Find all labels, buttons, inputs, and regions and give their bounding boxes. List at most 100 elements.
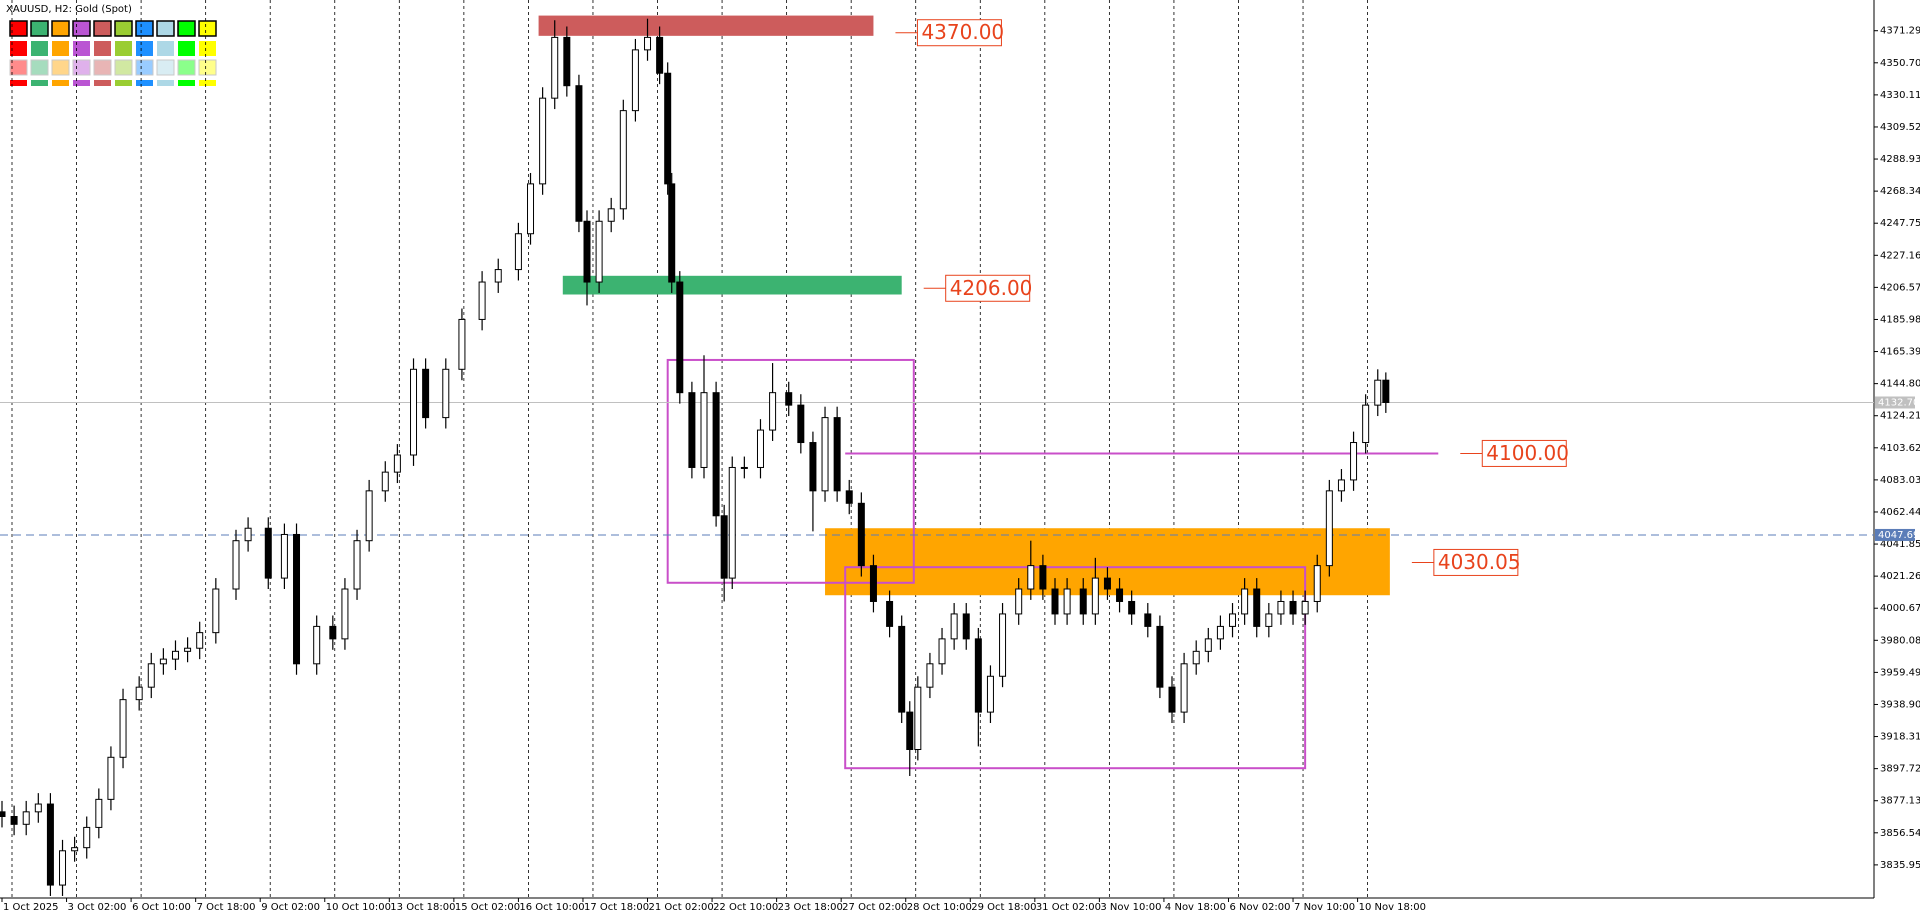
palette-button[interactable] — [93, 20, 112, 37]
palette-button[interactable] — [115, 80, 132, 86]
palette-button[interactable] — [178, 41, 195, 56]
candle-body — [422, 368, 430, 419]
x-tick-label: 7 Oct 18:00 — [197, 902, 256, 913]
palette-button[interactable] — [177, 59, 196, 76]
candle-body — [71, 847, 79, 852]
candle-body — [1229, 613, 1237, 627]
y-tick-label: 4041.85 — [1880, 539, 1920, 550]
candle-body — [1337, 479, 1345, 492]
candle-body — [196, 632, 204, 649]
candle-body — [1027, 565, 1035, 590]
candle-body — [329, 625, 337, 640]
candle-body — [313, 625, 321, 665]
palette-button[interactable] — [177, 20, 196, 37]
candle-body — [1204, 638, 1212, 652]
palette-button[interactable] — [31, 80, 48, 86]
x-tick-label: 22 Oct 10:00 — [713, 902, 778, 913]
candle-body — [212, 588, 220, 634]
candle-body — [159, 658, 167, 665]
candle-body — [583, 220, 591, 283]
candle-body — [785, 392, 793, 406]
y-tick-label: 3918.31 — [1880, 732, 1920, 743]
candle-body — [1079, 588, 1087, 615]
x-tick-label: 10 Oct 10:00 — [326, 902, 391, 913]
palette-button[interactable] — [156, 20, 175, 37]
y-tick-label: 4268.34 — [1880, 186, 1920, 197]
x-tick-label: 17 Oct 18:00 — [584, 902, 649, 913]
palette-button[interactable] — [157, 41, 174, 56]
palette-button[interactable] — [9, 20, 28, 37]
candle-body — [46, 803, 54, 886]
palette-button[interactable] — [199, 41, 216, 56]
candle-body — [1325, 490, 1333, 567]
candle-body — [740, 466, 748, 469]
candle-body — [914, 686, 922, 751]
palette-button[interactable] — [199, 80, 216, 86]
level-label-box — [1433, 548, 1519, 576]
palette-button[interactable] — [94, 41, 111, 56]
candle-body — [974, 638, 982, 713]
candle-body — [906, 711, 914, 751]
price-label: 4047.69 — [1878, 530, 1919, 541]
palette-button[interactable] — [51, 59, 70, 76]
candle-body — [95, 798, 103, 828]
palette-button[interactable] — [52, 41, 69, 56]
price-label: 4132.70 — [1878, 397, 1919, 408]
palette-button[interactable] — [198, 20, 217, 37]
candle-body — [821, 417, 829, 492]
candle-body — [551, 36, 559, 99]
palette-button[interactable] — [51, 20, 70, 37]
candle-body — [264, 527, 272, 579]
palette-button[interactable] — [135, 20, 154, 37]
palette-button[interactable] — [52, 80, 69, 86]
candle-body — [1144, 613, 1152, 627]
palette-button[interactable] — [156, 59, 175, 76]
palette-button[interactable] — [114, 59, 133, 76]
palette-button[interactable] — [30, 59, 49, 76]
candle-body — [668, 183, 676, 283]
palette-button[interactable] — [178, 80, 195, 86]
palette-button[interactable] — [73, 41, 90, 56]
candle-body — [34, 803, 42, 813]
y-tick-label: 4330.11 — [1880, 90, 1920, 101]
palette-button[interactable] — [10, 41, 27, 56]
palette-button[interactable] — [135, 59, 154, 76]
palette-button[interactable] — [72, 20, 91, 37]
palette-button[interactable] — [30, 20, 49, 37]
palette-button[interactable] — [93, 59, 112, 76]
candle-body — [539, 97, 547, 185]
candle-body — [644, 36, 652, 51]
x-tick-label: 31 Oct 02:00 — [1036, 902, 1101, 913]
palette-button[interactable] — [9, 59, 28, 76]
palette-button[interactable] — [114, 20, 133, 37]
candle-body — [1382, 379, 1390, 403]
palette-button[interactable] — [10, 80, 27, 86]
candle-body — [1156, 625, 1164, 688]
candle-body — [1091, 577, 1099, 615]
palette-button[interactable] — [115, 41, 132, 56]
x-tick-label: 4 Nov 18:00 — [1165, 902, 1226, 913]
candle-body — [728, 466, 736, 579]
palette-button[interactable] — [198, 59, 217, 76]
candle-body — [1265, 613, 1273, 627]
candle-body — [1301, 600, 1309, 615]
candle-body — [1277, 600, 1285, 615]
candle-body — [83, 826, 91, 849]
palette-button[interactable] — [94, 80, 111, 86]
y-tick-label: 4000.67 — [1880, 603, 1920, 614]
palette-button[interactable] — [72, 59, 91, 76]
level-label: 4100.00 — [1486, 441, 1569, 465]
palette-button[interactable] — [136, 80, 153, 86]
palette-button[interactable] — [157, 80, 174, 86]
color-palette[interactable] — [9, 20, 217, 86]
palette-button[interactable] — [136, 41, 153, 56]
x-tick-label: 21 Oct 02:00 — [649, 902, 714, 913]
palette-button[interactable] — [73, 80, 90, 86]
palette-button[interactable] — [31, 41, 48, 56]
y-tick-label: 4309.52 — [1880, 122, 1920, 133]
candle-body — [595, 220, 603, 283]
y-tick-label: 4206.57 — [1880, 282, 1920, 293]
candle-body — [59, 850, 67, 886]
